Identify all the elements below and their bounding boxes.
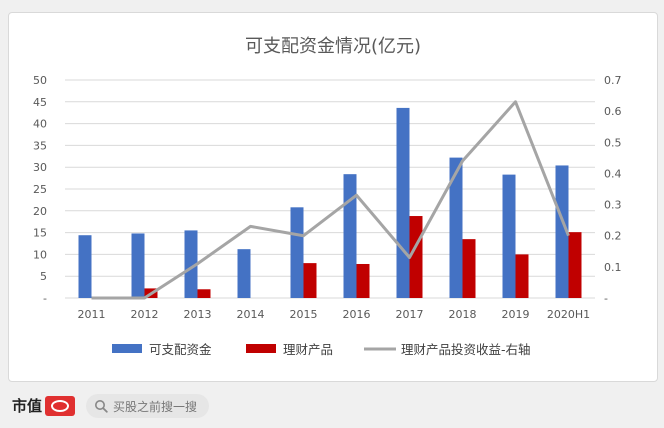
x-tick-label: 2016 <box>343 308 371 321</box>
bar-funds <box>502 174 516 298</box>
y-right-tick-label: 0.7 <box>604 74 622 87</box>
y-right-tick-label: 0.6 <box>604 105 622 118</box>
brand-mark-icon <box>45 395 76 416</box>
x-tick-label: 2017 <box>396 308 424 321</box>
footer: 市值 买股之前搜一搜 <box>0 386 664 428</box>
legend-label: 可支配资金 <box>149 342 212 357</box>
bar-funds <box>78 235 92 298</box>
y-right-tick-label: 0.1 <box>604 261 622 274</box>
brand-text: 市值 <box>12 397 43 415</box>
y-left-tick-label: 40 <box>33 118 47 131</box>
x-tick-label: 2019 <box>502 308 530 321</box>
x-tick-label: 2011 <box>78 308 106 321</box>
x-tick-label: 2018 <box>449 308 477 321</box>
line-investment-income <box>91 100 570 300</box>
y-right-tick-label: 0.4 <box>604 167 622 180</box>
y-left-tick-label: 50 <box>33 74 47 87</box>
bar-wealth-products <box>197 289 211 298</box>
bar-wealth-products <box>568 232 582 298</box>
bar-funds <box>237 249 251 298</box>
y-left-tick-label: 15 <box>33 227 47 240</box>
legend-label: 理财产品投资收益-右轴 <box>401 342 531 357</box>
bar-wealth-products <box>462 239 476 298</box>
bar-funds <box>555 165 569 298</box>
x-tick-label: 2014 <box>237 308 265 321</box>
bar-funds <box>343 174 357 298</box>
y-left-tick-label: 10 <box>33 248 47 261</box>
bar-funds <box>396 107 410 299</box>
y-left-tick-label: 45 <box>33 96 47 109</box>
legend-swatch <box>246 344 276 353</box>
bar-wealth-products <box>409 216 423 298</box>
x-tick-label: 2012 <box>131 308 159 321</box>
bar-funds <box>449 157 463 298</box>
legend-label: 理财产品 <box>283 342 333 357</box>
x-tick-label: 2015 <box>290 308 318 321</box>
y-right-tick-label: 0.5 <box>604 136 622 149</box>
bar-funds <box>184 230 198 298</box>
bar-wealth-products <box>303 263 317 298</box>
y-left-tick-label: 20 <box>33 205 47 218</box>
search-box[interactable]: 买股之前搜一搜 <box>86 394 210 418</box>
x-tick-label: 2020H1 <box>547 308 590 321</box>
y-left-tick-label: 35 <box>33 139 47 152</box>
chart: 可支配资金情况(亿元) - 5 10 15 20 25 30 35 40 45 50 - 0.1 0.2 0.… <box>33 36 622 357</box>
bar-funds <box>290 207 304 298</box>
y-right-tick-label: 0.3 <box>604 199 622 212</box>
chart-card: 可支配资金情况(亿元) - 5 10 15 20 25 30 35 40 45 50 - 0.1 0.2 0.… <box>8 12 658 382</box>
y-left-tick-label: 25 <box>33 183 47 196</box>
bar-wealth-products <box>515 254 529 298</box>
chart-title: 可支配资金情况(亿元) <box>245 36 421 57</box>
y-right-tick-label: 0.2 <box>604 230 622 243</box>
search-text: 买股之前搜一搜 <box>113 399 198 414</box>
brand-logo[interactable]: 市值 <box>12 395 76 416</box>
y-left-tick-label: - <box>43 292 47 305</box>
y-right-tick-label: - <box>604 292 608 305</box>
y-left-tick-label: 30 <box>33 161 47 174</box>
x-tick-label: 2013 <box>184 308 212 321</box>
bar-wealth-products <box>356 263 370 298</box>
bar-funds <box>131 233 145 298</box>
search-icon <box>95 400 108 413</box>
y-left-tick-label: 5 <box>40 270 47 283</box>
legend-swatch <box>112 344 142 353</box>
